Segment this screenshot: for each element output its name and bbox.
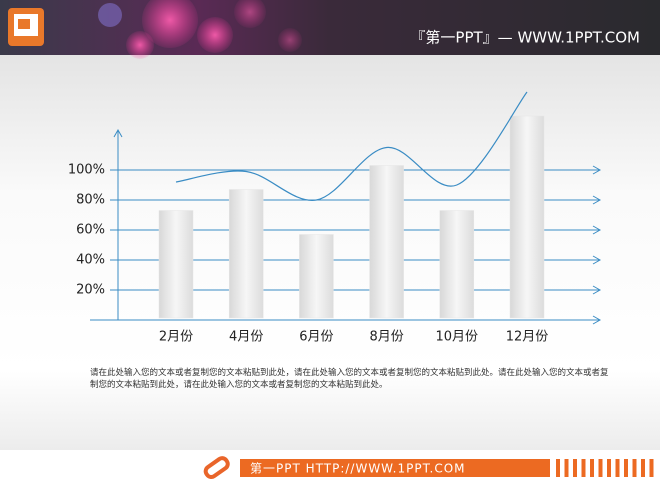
stripe: [581, 459, 586, 477]
stripe: [556, 459, 560, 477]
stripe: [607, 459, 611, 477]
logo: [8, 8, 44, 46]
bokeh: [98, 0, 302, 59]
x-axis-arrow: [592, 315, 602, 325]
bar: [158, 210, 194, 319]
stripe: [590, 459, 594, 477]
x-tick-label: 4月份: [229, 330, 263, 345]
bar: [299, 234, 334, 319]
stripe: [641, 459, 645, 477]
footer-stripes: [556, 459, 654, 477]
stripe: [573, 459, 577, 477]
y-tick-label: 40%: [76, 253, 105, 268]
y-tick-label: 20%: [76, 283, 105, 298]
x-tick-label: 2月份: [159, 330, 193, 345]
stripe: [564, 459, 569, 477]
footer-icon: [203, 456, 230, 480]
stripe: [649, 459, 654, 477]
y-tick-label: 80%: [76, 193, 105, 208]
bar: [228, 189, 264, 319]
header-band: [0, 0, 660, 55]
bar: [439, 210, 475, 319]
grid-arrow: [592, 165, 602, 175]
stripe: [615, 459, 620, 477]
grid-arrow: [592, 255, 602, 265]
footer-bar: [240, 459, 550, 477]
x-tick-label: 8月份: [369, 330, 403, 345]
x-tick-label: 6月份: [299, 330, 333, 345]
stripe: [624, 459, 628, 477]
body-text: 请在此处输入您的文本或者复制您的文本粘贴到此处，请在此处输入您的文本或者复制您的…: [90, 368, 609, 390]
bar: [369, 165, 404, 319]
grid-arrow: [592, 225, 602, 235]
stripe: [632, 459, 637, 477]
y-tick-label: 60%: [76, 223, 105, 238]
y-tick-label: 100%: [68, 163, 105, 178]
header-title: 『第一PPT』— WWW.1PPT.COM: [410, 29, 640, 47]
bar: [509, 115, 545, 319]
y-axis-arrow: [113, 128, 123, 138]
stripe: [598, 459, 603, 477]
footer-text: 第一PPT HTTP://WWW.1PPT.COM: [250, 462, 466, 476]
grid-arrow: [592, 285, 602, 295]
x-tick-label: 12月份: [506, 330, 549, 345]
line: [175, 91, 528, 201]
x-tick-label: 10月份: [436, 330, 479, 345]
grid-arrow: [592, 195, 602, 205]
